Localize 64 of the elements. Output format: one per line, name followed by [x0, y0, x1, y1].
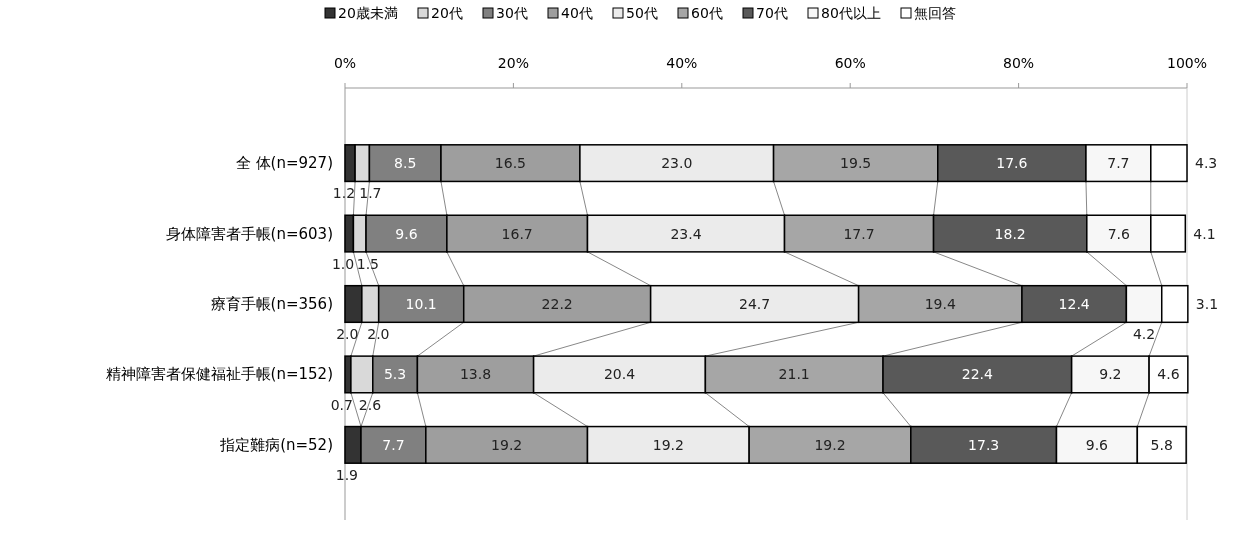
data-label: 4.2 — [1132, 326, 1156, 343]
data-label: 4.1 — [1193, 225, 1216, 242]
data-label: 19.2 — [491, 436, 523, 453]
data-label: 9.2 — [1099, 366, 1122, 383]
data-label: 1.9 — [335, 467, 358, 484]
data-label: 17.6 — [996, 155, 1028, 172]
data-label: 19.5 — [840, 155, 872, 172]
data-label: 22.4 — [961, 366, 994, 383]
data-label: 1.7 — [359, 185, 382, 202]
data-label: 7.7 — [382, 436, 405, 453]
data-label: 19.2 — [652, 436, 684, 453]
data-label: 16.7 — [501, 225, 533, 242]
data-label: 4.3 — [1195, 155, 1218, 172]
data-label: 13.8 — [459, 366, 492, 383]
data-label: 7.7 — [1107, 155, 1130, 172]
data-label: 23.0 — [661, 155, 693, 172]
data-label: 19.2 — [814, 436, 846, 453]
data-label: 21.1 — [778, 366, 810, 383]
data-label: 2.6 — [358, 396, 382, 413]
data-label: 9.6 — [395, 225, 418, 242]
data-label: 19.4 — [924, 296, 956, 312]
legend-label: 80代以上 — [821, 5, 881, 21]
x-tick-label: 60% — [834, 55, 866, 71]
x-tick-label: 20% — [497, 55, 529, 71]
x-tick-label: 100% — [1166, 55, 1208, 71]
data-label: 2.0 — [367, 326, 390, 343]
y-tick-label: 身体障害者手帳(n=603) — [165, 224, 333, 243]
data-label: 1.0 — [331, 255, 355, 272]
y-tick-label: 指定難病(n=52) — [219, 435, 333, 454]
data-label: 4.6 — [1157, 366, 1180, 383]
y-tick-label: 全 体(n=927) — [235, 154, 333, 173]
data-label: 17.7 — [843, 225, 875, 242]
y-tick-label: 療育手帳(n=356) — [210, 295, 333, 313]
legend-label: 40代 — [561, 5, 593, 21]
data-label: 18.2 — [994, 225, 1026, 242]
data-label: 22.2 — [541, 296, 573, 312]
data-label: 10.1 — [405, 296, 437, 312]
legend-label: 70代 — [756, 5, 788, 21]
legend-label: 20歳未満 — [338, 5, 398, 21]
data-label: 5.8 — [1150, 436, 1173, 453]
data-label: 2.0 — [336, 326, 359, 343]
legend-label: 50代 — [626, 5, 658, 21]
legend-label: 20代 — [431, 5, 463, 21]
data-label: 9.6 — [1085, 436, 1109, 453]
data-label: 8.5 — [394, 155, 417, 172]
data-label: 20.4 — [603, 366, 636, 383]
x-tick-label: 80% — [1003, 55, 1035, 71]
data-label: 0.7 — [330, 396, 353, 413]
data-label: 17.3 — [968, 436, 1000, 453]
data-label: 12.4 — [1058, 296, 1090, 312]
data-label: 23.4 — [670, 225, 702, 242]
data-label: 3.1 — [1195, 296, 1219, 312]
data-label: 5.3 — [383, 366, 407, 383]
data-label: 1.2 — [332, 185, 356, 202]
data-label: 1.5 — [356, 255, 379, 272]
data-label: 16.5 — [494, 155, 527, 172]
data-label: 7.6 — [1107, 225, 1131, 242]
legend-label: 無回答 — [914, 5, 956, 21]
legend-label: 60代 — [691, 5, 723, 21]
legend-label: 30代 — [496, 5, 528, 21]
x-tick-label: 40% — [666, 55, 698, 71]
data-label: 24.7 — [739, 296, 771, 312]
y-tick-label: 精神障害者保健福祉手帳(n=152) — [105, 365, 333, 384]
x-tick-label: 0% — [333, 55, 357, 71]
